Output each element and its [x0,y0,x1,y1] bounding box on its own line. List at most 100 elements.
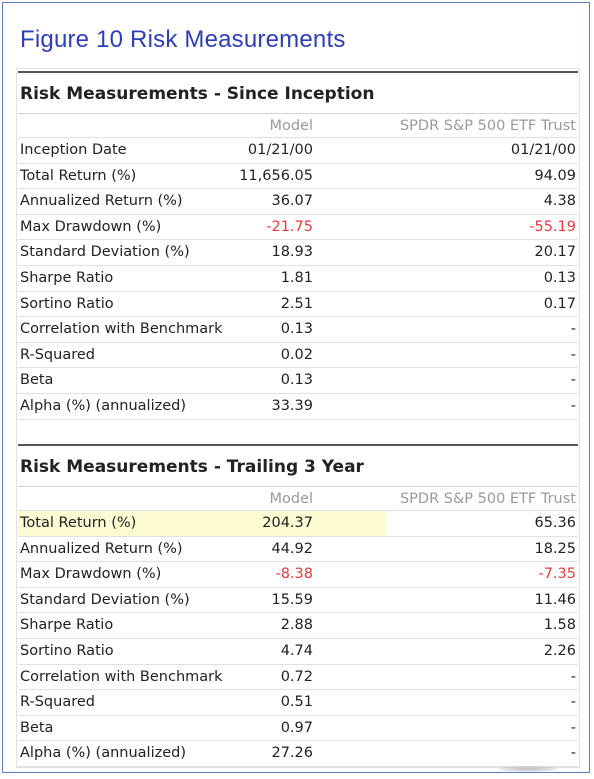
metric-label: Annualized Return (%) [20,193,183,210]
metric-label: Max Drawdown (%) [20,218,162,235]
benchmark-value: -7.35 [538,566,576,583]
benchmark-value: 65.36 [534,515,576,531]
model-value: 27.26 [271,745,313,762]
model-value: 0.13 [280,372,313,389]
table-header-row: Model SPDR S&P 500 ETF Trust [18,114,578,138]
metric-label: Total Return (%) [20,515,137,531]
model-value: 0.51 [280,694,313,711]
benchmark-value: - [570,321,576,338]
table-row: Standard Deviation (%) 15.59 11.46 [18,588,578,614]
benchmark-value: - [570,745,576,762]
model-value: 2.88 [280,617,313,634]
metric-label: Beta [20,372,54,389]
figure-frame [2,2,590,773]
table-row: Beta 0.13 - [18,368,578,394]
benchmark-value: 11.46 [534,591,576,608]
trailing-3-year-title: Risk Measurements - Trailing 3 Year [18,446,578,487]
benchmark-value: 1.58 [543,617,576,634]
model-column-header: Model [269,491,313,507]
table-row: Total Return (%) 11,656.05 94.09 [18,164,578,190]
benchmark-value: - [570,372,576,389]
model-value: 4.74 [280,642,313,659]
benchmark-value: - [570,694,576,711]
model-value: 1.81 [280,269,313,286]
model-value: 36.07 [271,193,313,210]
benchmark-value: 18.25 [534,540,576,557]
table-row: Sortino Ratio 4.74 2.26 [18,639,578,665]
metric-label: R-Squared [20,694,95,711]
model-value: 0.13 [280,321,313,338]
table-row: Max Drawdown (%) -8.38 -7.35 [18,562,578,588]
benchmark-column-header: SPDR S&P 500 ETF Trust [399,491,576,507]
model-value: 204.37 [262,515,313,531]
metric-label: Alpha (%) (annualized) [20,745,186,762]
table-row: Sortino Ratio 2.51 0.17 [18,292,578,318]
metric-label: Sortino Ratio [20,295,114,312]
metric-label: Sharpe Ratio [20,269,114,286]
since-inception-title: Risk Measurements - Since Inception [18,73,578,114]
benchmark-value: 01/21/00 [510,142,576,158]
table-row: Beta 0.97 - [18,716,578,742]
benchmark-value: 0.13 [543,269,576,286]
section-top-rule [18,71,578,73]
table-row: Inception Date 01/21/00 01/21/00 [18,138,578,164]
model-value: -8.38 [275,566,313,583]
benchmark-value: 2.26 [543,642,576,659]
model-value: 11,656.05 [239,167,313,184]
table-row: Standard Deviation (%) 18.93 20.17 [18,240,578,266]
benchmark-value: - [570,668,576,685]
corner-shadow [498,766,558,772]
metric-label: Sharpe Ratio [20,617,114,634]
model-value: 18.93 [271,244,313,261]
metric-label: Sortino Ratio [20,642,114,659]
metric-label: R-Squared [20,346,95,363]
metric-label: Total Return (%) [20,167,137,184]
model-value: 2.51 [280,295,313,312]
row-highlight [18,511,386,536]
metric-label: Correlation with Benchmark [20,668,223,685]
table-row: Annualized Return (%) 36.07 4.38 [18,189,578,215]
table-row: Sharpe Ratio 2.88 1.58 [18,613,578,639]
metric-label: Standard Deviation (%) [20,591,190,608]
benchmark-value: 20.17 [534,244,576,261]
table-row: Annualized Return (%) 44.92 18.25 [18,537,578,563]
benchmark-value: 0.17 [543,295,576,312]
metric-label: Alpha (%) (annualized) [20,397,186,414]
metric-label: Beta [20,719,54,736]
benchmark-value: 4.38 [543,193,576,210]
table-row: Max Drawdown (%) -21.75 -55.19 [18,215,578,241]
benchmark-value: -55.19 [529,218,576,235]
section-top-rule [18,444,578,446]
metric-label: Standard Deviation (%) [20,244,190,261]
model-value: 0.02 [280,346,313,363]
metric-label: Inception Date [20,142,127,158]
figure-title: Figure 10 Risk Measurements [20,26,346,53]
model-column-header: Model [269,118,313,134]
benchmark-value: - [570,719,576,736]
model-value: 0.97 [280,719,313,736]
since-inception-section: Risk Measurements - Since Inception Mode… [18,71,578,446]
benchmark-value: - [570,397,576,414]
model-value: 33.39 [271,397,313,414]
table-row: Correlation with Benchmark 0.13 - [18,317,578,343]
table-row: Alpha (%) (annualized) 27.26 - [18,741,578,767]
model-value: 15.59 [271,591,313,608]
model-value: 01/21/00 [247,142,313,158]
metric-label: Max Drawdown (%) [20,566,162,583]
table-row: Correlation with Benchmark 0.72 - [18,665,578,691]
model-value: 0.72 [280,668,313,685]
metric-label: Correlation with Benchmark [20,321,223,338]
benchmark-value: - [570,346,576,363]
model-value: 44.92 [271,540,313,557]
benchmark-column-header: SPDR S&P 500 ETF Trust [399,118,576,134]
table-row: Alpha (%) (annualized) 33.39 - [18,394,578,420]
table-row: Sharpe Ratio 1.81 0.13 [18,266,578,292]
table-row: R-Squared 0.02 - [18,343,578,369]
benchmark-value: 94.09 [534,167,576,184]
table-row: Total Return (%) 204.37 65.36 [18,511,578,537]
table-row: R-Squared 0.51 - [18,690,578,716]
model-value: -21.75 [266,218,313,235]
trailing-3-year-section: Risk Measurements - Trailing 3 Year Mode… [18,444,578,767]
tables-panel [16,68,580,768]
metric-label: Annualized Return (%) [20,540,183,557]
